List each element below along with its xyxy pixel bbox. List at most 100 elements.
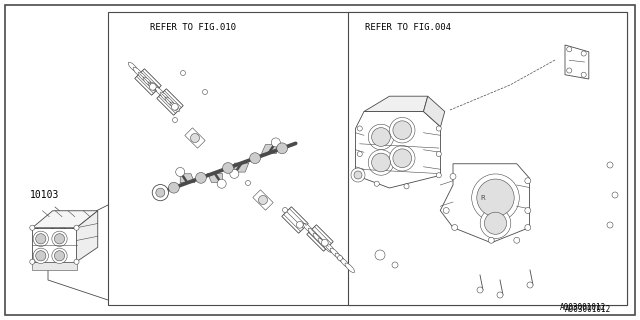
Polygon shape xyxy=(207,173,221,182)
Ellipse shape xyxy=(160,92,170,102)
Ellipse shape xyxy=(165,97,175,107)
Polygon shape xyxy=(307,225,333,251)
Circle shape xyxy=(393,149,412,168)
Text: 10103: 10103 xyxy=(30,190,60,200)
Polygon shape xyxy=(185,128,205,148)
Text: REFER TO FIG.004: REFER TO FIG.004 xyxy=(365,23,451,32)
Circle shape xyxy=(217,179,226,188)
Ellipse shape xyxy=(138,72,148,82)
Circle shape xyxy=(607,222,613,228)
Ellipse shape xyxy=(143,77,153,87)
Ellipse shape xyxy=(330,248,340,258)
Polygon shape xyxy=(424,96,445,127)
Circle shape xyxy=(156,188,165,197)
Circle shape xyxy=(250,153,260,164)
Circle shape xyxy=(152,185,168,201)
Circle shape xyxy=(168,182,179,193)
Polygon shape xyxy=(32,262,77,270)
Text: R: R xyxy=(481,195,485,201)
Circle shape xyxy=(271,138,280,147)
Circle shape xyxy=(525,225,531,230)
Ellipse shape xyxy=(313,233,323,243)
Circle shape xyxy=(36,251,46,261)
Circle shape xyxy=(321,239,328,246)
Circle shape xyxy=(29,259,35,264)
Circle shape xyxy=(612,192,618,198)
Polygon shape xyxy=(440,164,529,243)
Polygon shape xyxy=(282,207,308,233)
Circle shape xyxy=(527,282,533,288)
Polygon shape xyxy=(565,45,589,79)
Circle shape xyxy=(282,207,287,212)
Circle shape xyxy=(390,146,415,171)
Polygon shape xyxy=(253,190,273,210)
Circle shape xyxy=(354,171,362,179)
Text: REFER TO FIG.010: REFER TO FIG.010 xyxy=(150,23,236,32)
Circle shape xyxy=(368,150,394,175)
Polygon shape xyxy=(234,163,249,172)
Circle shape xyxy=(525,208,531,213)
Bar xyxy=(348,12,627,305)
Text: A003001012: A003001012 xyxy=(565,305,611,314)
Ellipse shape xyxy=(345,263,355,273)
Circle shape xyxy=(581,51,586,56)
Circle shape xyxy=(374,181,380,186)
Ellipse shape xyxy=(155,87,164,97)
Circle shape xyxy=(54,234,65,244)
Circle shape xyxy=(52,231,67,246)
Circle shape xyxy=(296,221,303,228)
Polygon shape xyxy=(261,144,276,153)
Ellipse shape xyxy=(340,258,349,268)
Circle shape xyxy=(230,169,239,178)
Circle shape xyxy=(337,255,342,260)
Ellipse shape xyxy=(150,82,160,92)
Circle shape xyxy=(276,143,287,154)
Circle shape xyxy=(393,121,412,140)
Circle shape xyxy=(477,179,514,216)
Circle shape xyxy=(33,231,49,246)
Circle shape xyxy=(259,196,268,204)
Circle shape xyxy=(484,212,506,234)
Circle shape xyxy=(149,84,156,90)
Circle shape xyxy=(54,251,65,261)
Circle shape xyxy=(357,173,362,178)
Circle shape xyxy=(52,248,67,263)
Ellipse shape xyxy=(308,228,317,238)
Circle shape xyxy=(444,208,449,213)
Circle shape xyxy=(375,250,385,260)
Circle shape xyxy=(436,173,442,178)
Polygon shape xyxy=(135,69,161,95)
Ellipse shape xyxy=(323,243,333,252)
Circle shape xyxy=(36,234,46,244)
Circle shape xyxy=(172,103,178,110)
Polygon shape xyxy=(77,211,98,262)
Ellipse shape xyxy=(128,62,138,72)
Circle shape xyxy=(477,287,483,293)
Circle shape xyxy=(392,262,398,268)
Polygon shape xyxy=(32,228,77,262)
Ellipse shape xyxy=(148,82,157,92)
Circle shape xyxy=(223,163,234,173)
Circle shape xyxy=(351,168,365,182)
Circle shape xyxy=(191,133,200,142)
Circle shape xyxy=(390,117,415,143)
Polygon shape xyxy=(32,211,98,228)
Circle shape xyxy=(74,259,79,264)
Circle shape xyxy=(607,162,613,168)
Polygon shape xyxy=(364,96,428,111)
Circle shape xyxy=(566,68,572,73)
Ellipse shape xyxy=(170,102,180,112)
Polygon shape xyxy=(157,89,183,115)
Ellipse shape xyxy=(303,223,313,233)
Circle shape xyxy=(368,124,394,150)
Circle shape xyxy=(566,47,572,52)
Ellipse shape xyxy=(133,67,143,77)
Circle shape xyxy=(488,237,494,243)
Circle shape xyxy=(514,237,520,243)
Circle shape xyxy=(180,70,186,76)
Circle shape xyxy=(525,178,531,184)
Circle shape xyxy=(404,184,409,189)
Circle shape xyxy=(436,126,442,131)
Circle shape xyxy=(372,153,390,172)
Circle shape xyxy=(74,225,79,230)
